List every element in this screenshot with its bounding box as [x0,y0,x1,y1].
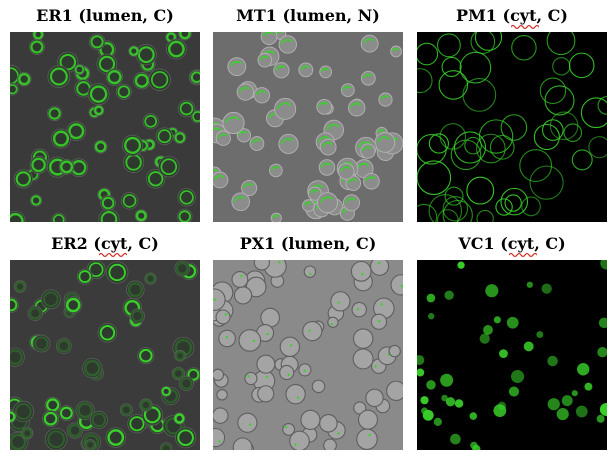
micrograph-er2 [10,260,200,450]
panel-title: ER2 (cyt, C) [51,234,159,253]
micrograph-vc1 [417,260,607,450]
panel-title: VC1 (cyt, C) [458,234,566,253]
micrograph-er1 [10,32,200,222]
panel-title: PX1 (lumen, C) [239,234,377,253]
panel-title: ER1 (lumen, C) [36,6,174,25]
spellcheck-underline [509,252,537,258]
panel-title: MT1 (lumen, N) [236,6,380,25]
micrograph-pm1 [417,32,607,222]
panel-title: PM1 (cyt, C) [456,6,568,25]
spellcheck-underline [511,24,539,30]
spellcheck-underline [99,252,127,258]
micrograph-mt1 [213,32,403,222]
micrograph-px1 [213,260,403,450]
